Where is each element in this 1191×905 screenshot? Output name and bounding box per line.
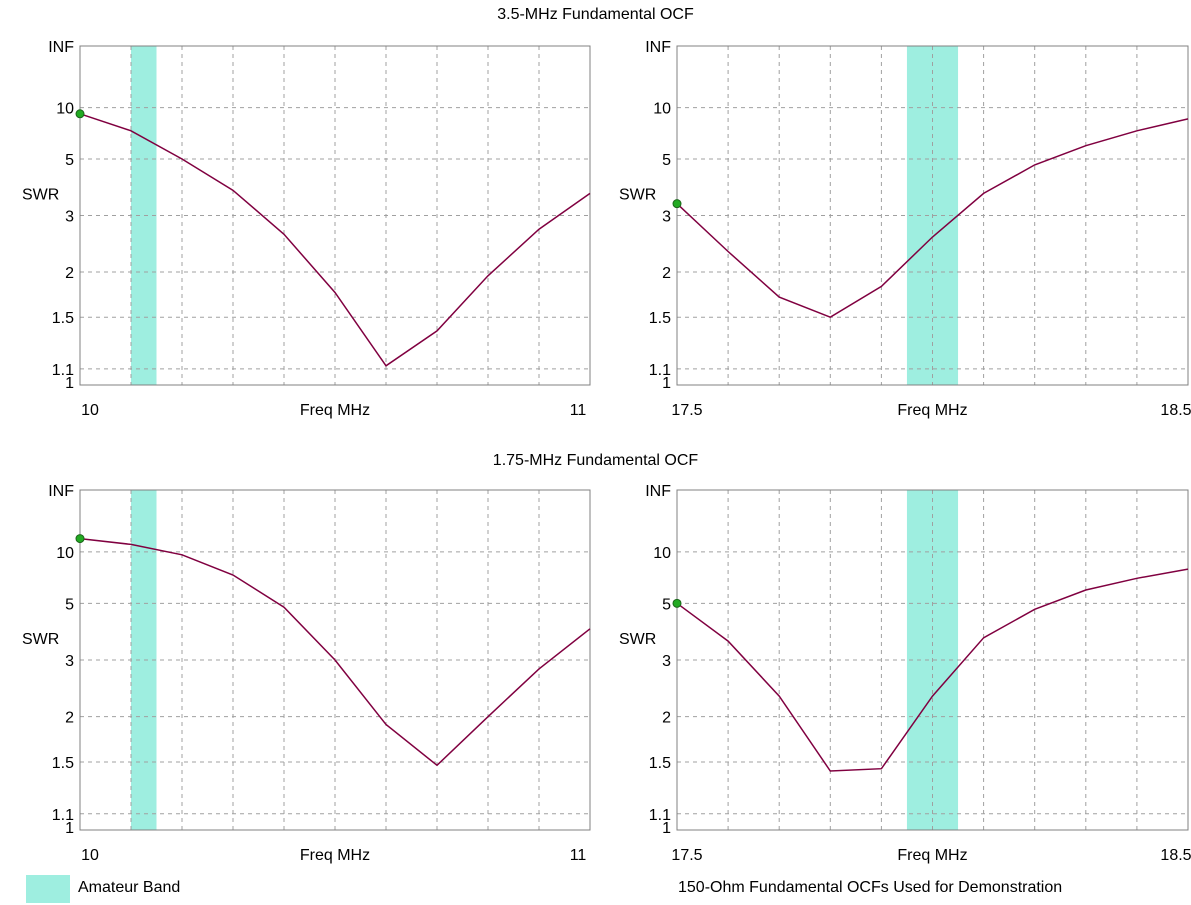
- y-tick-label-0-2: 5: [65, 152, 74, 169]
- swr-start-marker-2: [75, 534, 85, 544]
- y-axis-label-3: SWR: [619, 631, 656, 648]
- x-axis-label-0: Freq MHz: [300, 402, 370, 419]
- legend-label: Amateur Band: [78, 879, 181, 896]
- plot-frame-0: [79, 45, 591, 386]
- y-tick-label-3-7: 1: [662, 820, 671, 837]
- y-tick-label-1-0: INF: [645, 39, 671, 56]
- plot-frame-1: [676, 45, 1189, 386]
- plot-frame-2: [79, 489, 591, 831]
- x-tick-label-0-0: 10: [81, 402, 99, 419]
- x-axis-label-1: Freq MHz: [897, 402, 967, 419]
- y-tick-label-1-1: 10: [653, 101, 671, 118]
- y-tick-label-3-5: 1.5: [649, 755, 671, 772]
- footnote: 150-Ohm Fundamental OCFs Used for Demons…: [678, 879, 1063, 896]
- x-tick-label-1-0: 17.5: [671, 402, 702, 419]
- y-tick-label-0-1: 10: [56, 101, 74, 118]
- chart-title-bottom: 1.75-MHz Fundamental OCF: [492, 452, 699, 469]
- y-axis-label-1: SWR: [619, 186, 656, 203]
- y-tick-label-0-4: 2: [65, 265, 74, 282]
- y-tick-label-1-6: 1.1: [649, 362, 671, 379]
- swr-line-2: [79, 537, 591, 767]
- y-tick-label-1-5: 1.5: [649, 310, 671, 327]
- y-tick-label-0-3: 3: [65, 209, 74, 226]
- y-tick-label-0-7: 1: [65, 375, 74, 392]
- swr-start-marker-1: [672, 199, 682, 209]
- x-tick-label-3-0: 17.5: [671, 847, 702, 864]
- y-tick-label-2-1: 10: [56, 545, 74, 562]
- y-tick-label-2-6: 1.1: [52, 807, 74, 824]
- y-tick-label-2-5: 1.5: [52, 755, 74, 772]
- y-tick-label-0-0: INF: [48, 39, 74, 56]
- y-tick-label-0-5: 1.5: [52, 310, 74, 327]
- x-tick-label-2-1: 11: [570, 847, 587, 864]
- y-tick-label-0-6: 1.1: [52, 362, 74, 379]
- swr-start-marker-3: [672, 598, 682, 608]
- y-tick-label-2-2: 5: [65, 596, 74, 613]
- y-tick-label-3-6: 1.1: [649, 807, 671, 824]
- y-tick-label-3-3: 3: [662, 653, 671, 670]
- x-tick-label-1-1: 18.5: [1160, 402, 1191, 419]
- y-tick-label-1-3: 3: [662, 209, 671, 226]
- y-tick-label-2-7: 1: [65, 820, 74, 837]
- plot-frame-3: [676, 489, 1189, 831]
- chart-title-top: 3.5-MHz Fundamental OCF: [497, 6, 694, 23]
- legend-swatch: [26, 875, 70, 903]
- y-tick-label-3-1: 10: [653, 545, 671, 562]
- x-tick-label-2-0: 10: [81, 847, 99, 864]
- swr-start-marker-0: [75, 109, 85, 119]
- x-tick-label-3-1: 18.5: [1160, 847, 1191, 864]
- y-tick-label-3-2: 5: [662, 596, 671, 613]
- y-axis-label-0: SWR: [22, 186, 59, 203]
- swr-line-0: [79, 113, 591, 367]
- y-tick-label-2-4: 2: [65, 710, 74, 727]
- swr-line-1: [676, 118, 1189, 319]
- y-tick-label-3-4: 2: [662, 710, 671, 727]
- swr-line-3: [676, 568, 1189, 772]
- x-axis-label-2: Freq MHz: [300, 847, 370, 864]
- y-tick-label-3-0: INF: [645, 483, 671, 500]
- x-tick-label-0-1: 11: [570, 402, 587, 419]
- y-tick-label-1-7: 1: [662, 375, 671, 392]
- y-axis-label-2: SWR: [22, 631, 59, 648]
- y-tick-label-2-0: INF: [48, 483, 74, 500]
- y-tick-label-2-3: 3: [65, 653, 74, 670]
- x-axis-label-3: Freq MHz: [897, 847, 967, 864]
- y-tick-label-1-4: 2: [662, 265, 671, 282]
- y-tick-label-1-2: 5: [662, 152, 671, 169]
